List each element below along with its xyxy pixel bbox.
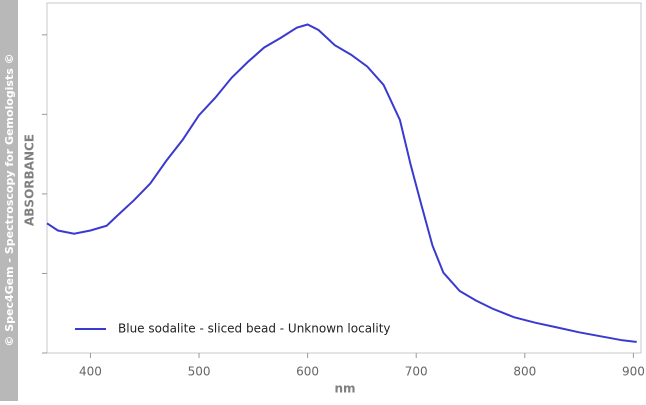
x-tick-label: 500 [188,365,211,379]
x-tick-label: 400 [79,365,102,379]
legend-label: Blue sodalite - sliced bead - Unknown lo… [118,322,391,336]
x-tick-label: 600 [296,365,319,379]
x-tick-label: 900 [622,365,645,379]
x-axis-label: nm [334,382,355,396]
data-line [46,23,637,343]
x-tick-label: 700 [405,365,428,379]
y-axis-label: ABSORBANCE [23,134,37,226]
credit: © Spec4Gem - Spectroscopy for Gemologist… [3,53,16,346]
credit-band [0,0,18,401]
plot-frame [46,2,642,354]
x-tick-label: 800 [513,365,536,379]
